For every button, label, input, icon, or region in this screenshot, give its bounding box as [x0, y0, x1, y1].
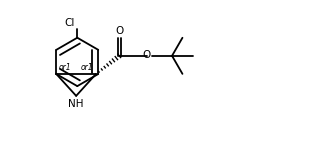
Text: NH: NH: [69, 98, 84, 109]
Text: O: O: [115, 26, 123, 36]
Text: or1: or1: [59, 63, 72, 72]
Text: O: O: [143, 50, 151, 60]
Text: or1: or1: [81, 63, 93, 72]
Text: Cl: Cl: [64, 18, 75, 28]
